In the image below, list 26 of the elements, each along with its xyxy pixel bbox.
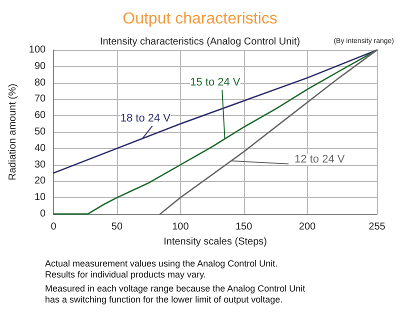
y-tick-label: 30	[34, 159, 46, 170]
chart-title: Output characteristics	[122, 10, 278, 28]
y-tick-label: 80	[34, 77, 46, 88]
x-tick-label: 50	[111, 222, 123, 232]
y-axis-title: Radiation amount (%)	[8, 84, 18, 180]
x-tick-label: 200	[298, 222, 316, 232]
text: Measured in each voltage range because the Analog Control Unit has a switching function for the lower limit of output voltage.	[45, 284, 306, 304]
y-tick-label: 70	[34, 94, 46, 105]
y-tick-label: 90	[34, 60, 46, 72]
text: 15 to 24 V	[190, 76, 241, 88]
y-tick-label: 20	[34, 176, 46, 187]
x-tick-label: 100	[172, 222, 190, 232]
chart-subtitle: Intensity characteristics (Analog Control Unit)	[100, 36, 300, 48]
x-tick-label: 0	[50, 222, 57, 232]
text: 12 to 24 V	[294, 153, 346, 166]
y-tick-label: 0	[40, 208, 46, 220]
y-tick-label: 60	[34, 110, 46, 122]
y-tick-label: 100	[28, 44, 46, 56]
text: Actual measurement values using the Analog Control Unit. Results for individual products may vary.	[45, 258, 278, 280]
y-tick-label: 40	[34, 142, 46, 154]
y-tick-label: 10	[34, 192, 46, 204]
series-label: 18 to 24 V	[120, 112, 172, 124]
x-tick-label: 150	[235, 222, 253, 232]
x-axis-title: Intensity scales (Steps)	[164, 236, 267, 248]
y-tick-label: 50	[34, 126, 46, 138]
x-tick-label: 255	[368, 222, 386, 232]
